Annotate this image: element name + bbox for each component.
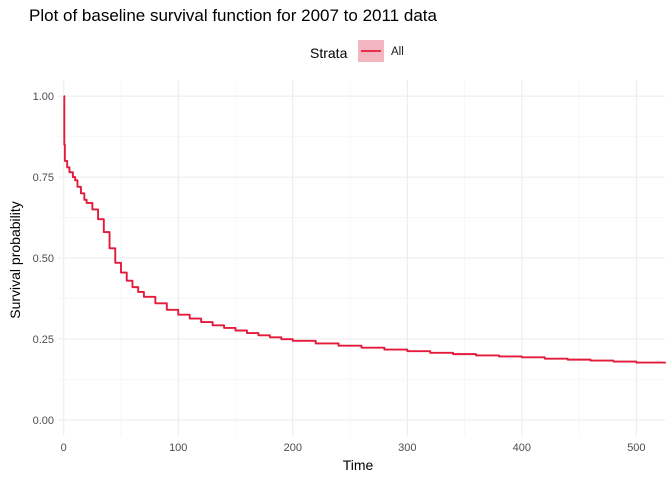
x-tick-label: 500 [627, 442, 645, 454]
y-tick-label: 1.00 [33, 91, 54, 103]
tick-labels: 0 100 200 300 400 500 0.00 0.25 0.50 0.75 1.00 [33, 91, 646, 454]
x-tick-label: 300 [398, 442, 416, 454]
survival-curve-all [63, 95, 666, 364]
chart-title: Plot of baseline survival function for 2… [29, 6, 437, 25]
x-tick-label: 0 [61, 442, 67, 454]
grid [58, 80, 665, 436]
x-tick-label: 100 [169, 442, 187, 454]
y-tick-label: 0.75 [33, 172, 54, 184]
y-axis-title: Survival probability [7, 201, 23, 319]
legend-label-all: All [391, 46, 404, 58]
x-axis-title: Time [343, 457, 374, 473]
y-tick-label: 0.50 [33, 253, 54, 265]
x-tick-label: 400 [513, 442, 531, 454]
y-tick-label: 0.00 [33, 415, 54, 427]
legend: Strata All [310, 40, 404, 62]
x-tick-label: 200 [284, 442, 302, 454]
series-layer [63, 95, 666, 364]
y-tick-label: 0.25 [33, 334, 54, 346]
legend-title: Strata [310, 45, 348, 61]
